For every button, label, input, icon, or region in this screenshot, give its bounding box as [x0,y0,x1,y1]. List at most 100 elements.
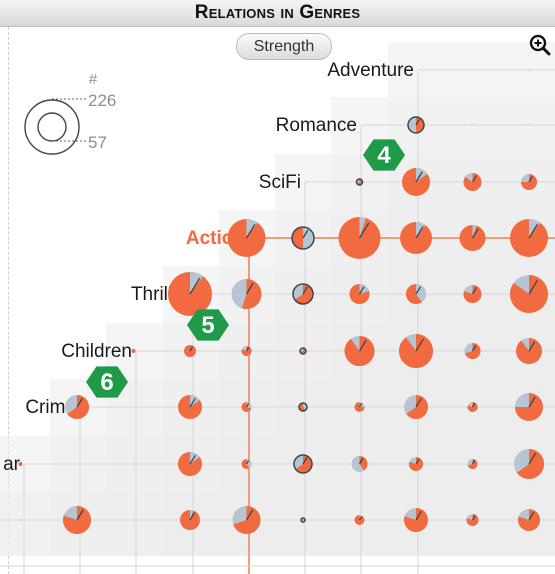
step-badge [363,139,405,171]
pie-glyph [19,519,22,521]
title-bar: Relations in Genres [0,0,555,27]
pie-needle [528,511,535,521]
pie-slice [472,225,477,238]
pie-ring [300,517,306,523]
grid-dot [527,68,531,72]
pie-slice [295,455,313,474]
grid-dot [471,123,474,127]
pie-needle [528,175,534,183]
pie-slice [294,284,314,304]
pie-needle [358,286,365,295]
pie-slice [463,173,482,191]
pie-slice [357,179,363,185]
pie-slice [67,395,89,420]
row-label: ar [3,454,21,475]
row-label: SciFi [259,172,301,193]
size-legend-header: # [89,71,98,88]
size-legend-min-circle [37,112,67,142]
pie-needle [471,460,476,465]
step-badge-label: 5 [201,312,214,339]
pie-needle [415,171,423,183]
pie-slice [300,348,306,354]
pie-needle [528,396,536,408]
pie-needle [245,509,254,521]
size-legend-max-label: 226 [88,91,116,110]
size-legend-min-label: 57 [88,133,107,152]
zoom-in-icon[interactable] [528,33,552,57]
row-label: Adventure [327,60,414,81]
size-legend-max-circle [24,99,80,155]
pie-needle [415,338,425,352]
pie-glyph [18,462,23,466]
pie-needle [471,175,478,183]
strength-button[interactable]: Strength [236,33,332,60]
pie-needle [358,339,367,352]
pie-slice [516,338,542,365]
grid-dot [527,123,531,127]
pie-needle [189,454,196,465]
step-badge-label: 6 [100,369,113,396]
pie-needle [76,397,83,408]
pie-slice [406,395,428,420]
pie-needle [358,403,363,408]
pie-needle [415,458,420,465]
pie-slice [241,346,252,357]
pie-ring [291,226,315,250]
pie-ring [293,454,313,474]
pie-needle [528,452,537,465]
pie-needle [302,457,308,465]
chart-title: Relations in Genres [194,2,361,23]
step-badge [187,309,229,341]
row-label: Romance [276,115,357,136]
grid-dot [132,462,135,466]
pie-slice [246,402,252,409]
pie-ring [407,116,425,134]
pie-slice [359,284,370,294]
pie-slice [241,279,262,309]
staircase-step [0,492,555,556]
pie-slice [359,217,366,238]
pie-needle [358,457,364,465]
chart-area [8,27,555,574]
pie-needle [415,397,422,408]
pie-needle [302,286,308,295]
pie-glyph [131,349,136,353]
pie-needle [189,397,196,408]
pie-needle [415,510,422,521]
pie-needle [76,509,84,521]
pie-slice [416,284,427,303]
pie-ring [355,178,364,186]
pie-needle [302,229,309,239]
pie-needle [528,279,538,295]
pie-needle [471,287,478,295]
pie-needle [358,222,370,239]
pie-needle [189,277,201,295]
pie-needle [528,341,536,352]
pie-needle [471,403,476,408]
pie-slice [467,402,478,413]
pie-slice [516,449,545,479]
pie-needle [528,223,538,239]
pie-needle [358,516,363,521]
pie-needle [245,403,250,408]
step-badge [86,366,128,398]
pie-needle [245,347,250,352]
pie-needle [415,286,421,295]
pie-ring [298,402,308,412]
pie-needle [471,515,476,521]
pie-needle [471,344,477,352]
pie-ring [292,283,314,305]
pie-needle [471,228,479,239]
row-label: Children [61,341,132,362]
pie-slice [409,457,423,472]
pie-needle [415,226,424,239]
grid-dot [132,518,135,522]
row-label: Crime [25,397,76,418]
pie-needle [245,460,250,465]
pie-needle [415,118,421,126]
pie-needle [245,282,254,295]
pie-ring [299,347,307,355]
step-badge-label: 4 [377,142,391,169]
pie-needle [189,346,194,352]
